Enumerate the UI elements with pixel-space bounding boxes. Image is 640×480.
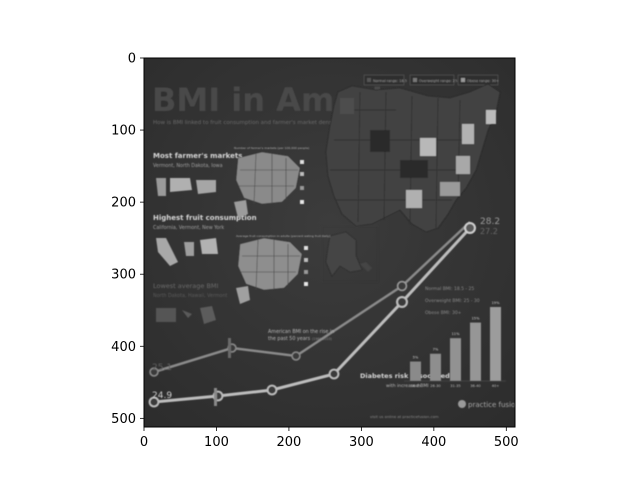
hawaii-shape [360,262,372,272]
diabetes-bar [490,307,501,381]
map-legend: Normal range: 18.5 Overweight range: 25-… [363,74,499,86]
trend-point [396,296,408,308]
infographic-subtitle: How is BMI linked to fruit consumption a… [153,120,340,126]
diabetes-bar [430,353,441,381]
diabetes-bar-label: 26-30 [430,384,441,388]
trend-point [149,367,159,377]
mini-map-fruit-consumption: Average fruit consumption in adults (per… [236,234,330,304]
diabetes-bar-value: 5% [413,356,419,360]
trend-marker [228,338,231,358]
y-axis: 0 100 200 300 400 500 [111,52,144,427]
mini-map-legend [304,246,308,286]
diabetes-bar-value: 7% [433,348,439,352]
diabetes-bar-label: 31-35 [450,384,460,388]
highlight-state [440,182,460,196]
diabetes-bar-label: 36-40 [470,384,481,388]
mini-map-farmers-markets: Number of farmer's markets (per 100,000 … [234,146,309,218]
legend-item-overweight: Overweight range: 25-30 [419,79,463,83]
y-tick-label: 400 [111,340,136,355]
brand-logo [458,400,466,408]
trend-note: American BMI on the rise in [268,329,334,335]
section-heading: Lowest average BMI [153,282,219,290]
x-tick-label: 300 [349,435,374,450]
trend-point [266,384,278,396]
diabetes-bar-value: 19% [492,301,501,305]
mini-map-title: Average fruit consumption in adults (per… [236,234,330,238]
inset-frame [321,225,379,283]
diabetes-bars: 5% 18-25 7% 26-30 11% 31-35 15% 36-40 19% 40+ [410,301,501,388]
diabetes-subtitle: with increased BMI [386,383,429,389]
brand-name: practice fusion [468,401,520,409]
y-tick-label: 500 [111,412,136,427]
trend-point [464,222,476,234]
diabetes-bar-label: 40+ [492,384,500,388]
diabetes-bar-value: 11% [452,332,461,336]
highlight-state [486,110,496,124]
diabetes-bar [450,338,461,381]
y-tick-label: 0 [128,52,136,67]
bmi-end-upper-label: 28.2 [480,217,500,227]
bmi-trend-lower-line [153,226,472,404]
y-tick-label: 100 [111,124,136,139]
legend-item-normal: Normal range: 18.5 [373,79,407,83]
legend-item-obese: Obese range: 30+ [467,79,499,83]
trend-point [148,396,160,408]
us-map-large [321,83,501,283]
section-heading: Highest fruit consumption [153,214,257,222]
y-tick-label: 200 [111,196,136,211]
section-fruit-consumption: Highest fruit consumption California, Ve… [153,214,257,266]
y-tick-label: 300 [111,268,136,283]
x-tick-label: 200 [277,435,302,450]
bmi-trend: 25.1 24.9 28.2 27.2 American BMI on the … [148,217,500,408]
highlight-state [340,98,354,114]
trend-marker [214,388,217,406]
branding: practice fusion visit us online at pract… [370,400,520,419]
infographic-image: BMI in America How is BMI linked to frui… [144,58,520,427]
mini-map-title: Number of farmer's markets (per 100,000 … [234,146,309,150]
diabetes-bar-value: 15% [472,317,481,321]
highlight-state [420,138,436,156]
bmi-end-lower-label: 27.2 [480,227,498,236]
axes-frame [143,57,516,428]
bmi-start-upper-label: 25.1 [152,363,172,373]
trend-point [328,368,340,380]
alaska-shape [325,231,363,277]
diabetes-title: Diabetes risk associated [360,372,450,380]
trend-point [291,351,301,361]
highlight-state [456,156,470,174]
bmi-range: Normal BMI: 18.5 - 25 [425,286,474,292]
diabetes-bar-label: 18-25 [410,384,420,388]
trend-note: the past 50 years [268,336,311,342]
diabetes-bar [470,322,481,381]
diabetes-bar [410,361,421,381]
section-lowest-bmi: Lowest average BMI North Dakota, Hawaii,… [153,282,228,324]
trend-note-years: (1960-2010) [312,337,332,341]
trend-point [396,280,408,292]
section-detail: Vermont, North Dakota, Iowa [153,163,223,169]
mini-map-legend [300,160,304,204]
section-farmers-markets: Most farmer's markets Vermont, North Dak… [153,152,242,196]
bmi-start-lower-label: 24.9 [152,391,172,401]
x-tick-label: 500 [494,435,519,450]
bmi-ranges: Normal BMI: 18.5 - 25 Overweight BMI: 25… [425,286,480,316]
section-detail: North Dakota, Hawaii, Vermont [153,293,228,299]
section-heading: Most farmer's markets [153,152,242,160]
x-axis: 0 100 200 300 400 500 [140,427,519,450]
highlight-state [406,190,422,208]
footer-text: visit us online at practicefusion.com [370,414,439,419]
bmi-range: Obese BMI: 30+ [425,310,462,316]
highlight-state [400,160,428,178]
section-detail: California, Vermont, New York [153,225,224,231]
x-tick-label: 400 [421,435,446,450]
x-tick-label: 0 [140,435,148,450]
highlight-state [370,130,390,152]
x-tick-label: 100 [204,435,229,450]
highlight-state [462,124,474,144]
diabetes-chart: Diabetes risk associated with increased … [360,301,506,389]
bmi-range: Overweight BMI: 25 - 30 [425,298,480,304]
